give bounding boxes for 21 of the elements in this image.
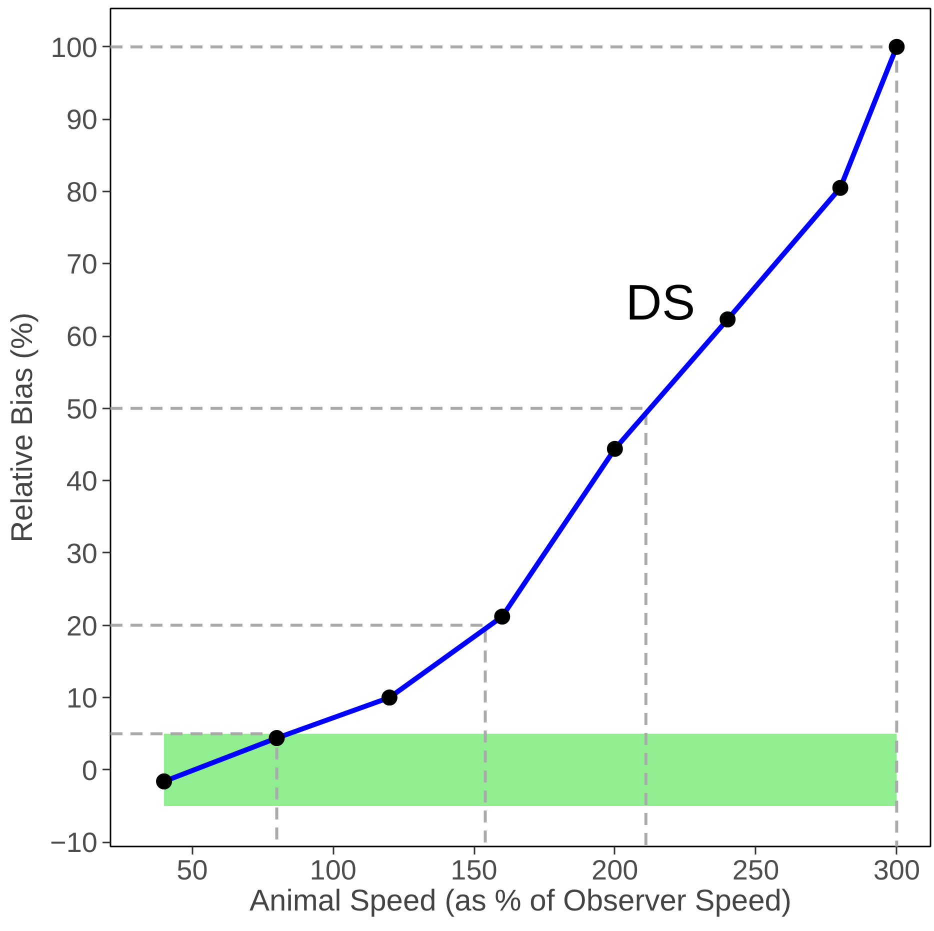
y-tick-label: 70: [66, 248, 98, 280]
x-tick-label: 50: [176, 854, 208, 886]
y-tick-label: 50: [66, 393, 98, 424]
y-axis-title: Relative Bias (%): [6, 312, 40, 543]
x-tick-label: 250: [732, 854, 780, 886]
y-tick-label: 10: [66, 682, 98, 714]
annotation: DS: [626, 274, 696, 330]
x-tick-label: 200: [592, 854, 638, 886]
y-tick-label: 20: [66, 610, 98, 642]
y-tick-label: 90: [66, 104, 98, 136]
x-axis-title: Animal Speed (as % of Observer Speed): [250, 884, 792, 918]
y-tick-label: 100: [50, 32, 98, 63]
y-tick-label: 40: [66, 466, 98, 497]
y-tick-label: 0: [82, 754, 98, 786]
y-tick-label: 60: [66, 321, 98, 352]
y-tick-label: 30: [66, 538, 98, 569]
y-tick-label: −10: [50, 827, 98, 858]
y-tick-label: 80: [66, 176, 98, 208]
x-tick-label: 100: [310, 854, 356, 886]
x-tick-label: 300: [873, 854, 920, 886]
x-tick-label: 150: [450, 854, 498, 886]
